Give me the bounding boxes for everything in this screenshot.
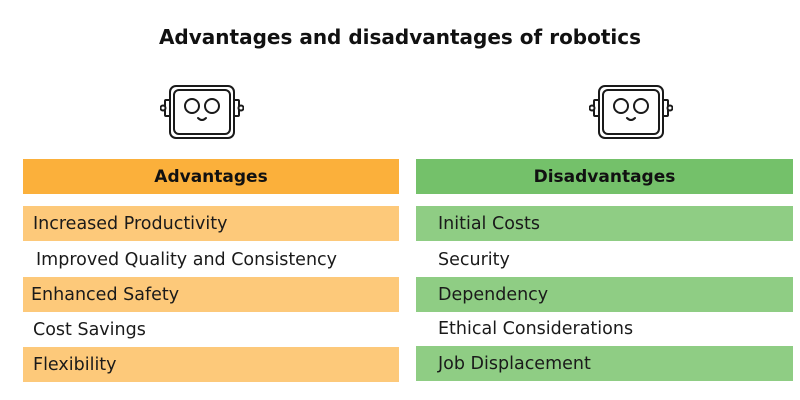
advantage-item: Improved Quality and Consistency — [23, 242, 399, 277]
advantage-item: Flexibility — [23, 347, 399, 382]
advantage-item-label: Flexibility — [33, 354, 117, 375]
advantage-item-label: Increased Productivity — [33, 213, 228, 234]
disadvantage-item-label: Ethical Considerations — [438, 318, 634, 339]
disadvantage-item-label: Job Displacement — [438, 353, 591, 374]
disadvantage-item: Job Displacement — [416, 346, 793, 381]
advantages-header-label: Advantages — [154, 166, 268, 187]
advantage-item-label: Enhanced Safety — [31, 284, 180, 305]
disadvantage-item-label: Dependency — [438, 284, 549, 305]
disadvantages-header-label: Disadvantages — [533, 166, 676, 187]
robot-head-icon — [160, 85, 244, 139]
robot-head-icon — [589, 85, 673, 139]
disadvantage-item: Initial Costs — [416, 206, 793, 241]
disadvantage-item: Security — [416, 242, 793, 277]
disadvantage-item-label: Initial Costs — [438, 213, 541, 234]
disadvantage-item-label: Security — [438, 249, 510, 270]
advantage-item-label: Cost Savings — [33, 319, 146, 340]
advantages-header: Advantages — [23, 159, 399, 194]
advantage-item-label: Improved Quality and Consistency — [36, 249, 338, 270]
disadvantage-item: Ethical Considerations — [416, 311, 793, 346]
page-title: Advantages and disadvantages of robotics — [158, 25, 642, 49]
advantage-item: Cost Savings — [23, 312, 399, 347]
disadvantages-header: Disadvantages — [416, 159, 793, 194]
advantage-item: Enhanced Safety — [23, 277, 399, 312]
advantage-item: Increased Productivity — [23, 206, 399, 241]
disadvantage-item: Dependency — [416, 277, 793, 312]
